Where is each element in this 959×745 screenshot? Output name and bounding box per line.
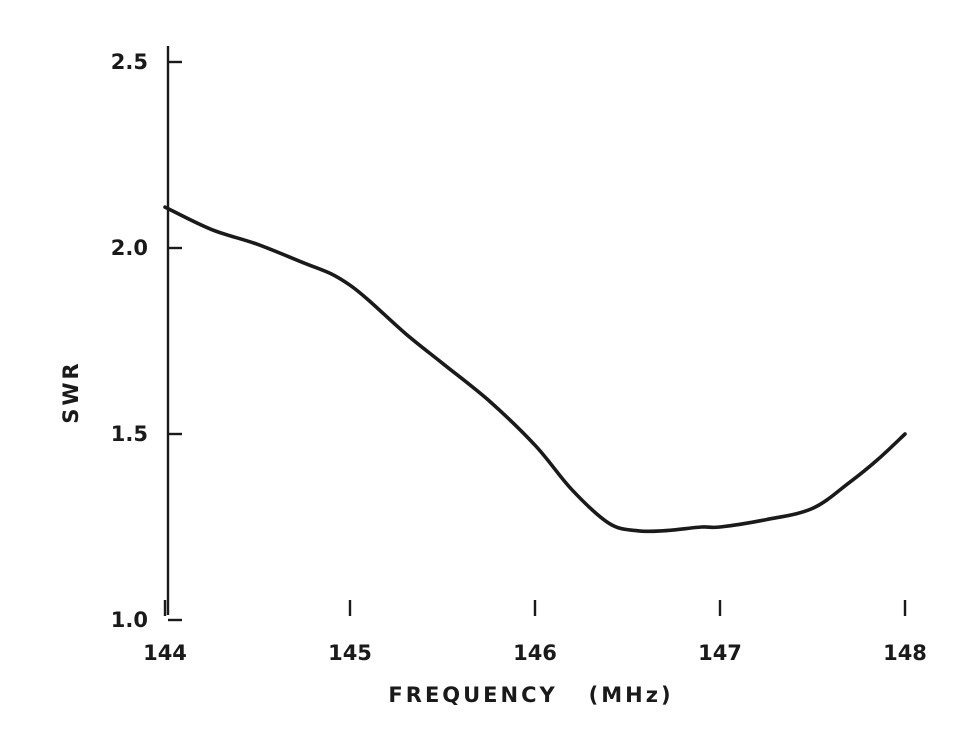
x-tick-label: 144 bbox=[143, 641, 187, 665]
y-tick-label: 2.5 bbox=[111, 50, 148, 74]
x-tick-label: 147 bbox=[698, 641, 742, 665]
y-axis-ticks: 1.0 1.5 2.0 2.5 bbox=[111, 50, 182, 632]
x-tick-label: 145 bbox=[328, 641, 372, 665]
x-axis-ticks: 144 145 146 147 148 bbox=[143, 600, 927, 665]
x-tick-label: 146 bbox=[513, 641, 557, 665]
y-tick-label: 2.0 bbox=[111, 236, 148, 260]
y-tick-label: 1.0 bbox=[111, 608, 148, 632]
x-tick-label: 148 bbox=[883, 641, 927, 665]
swr-curve bbox=[163, 205, 907, 534]
y-tick-label: 1.5 bbox=[111, 422, 148, 446]
x-axis-label: FREQUENCY (MHz) bbox=[388, 683, 673, 707]
y-axis-label: SWR bbox=[59, 360, 83, 423]
